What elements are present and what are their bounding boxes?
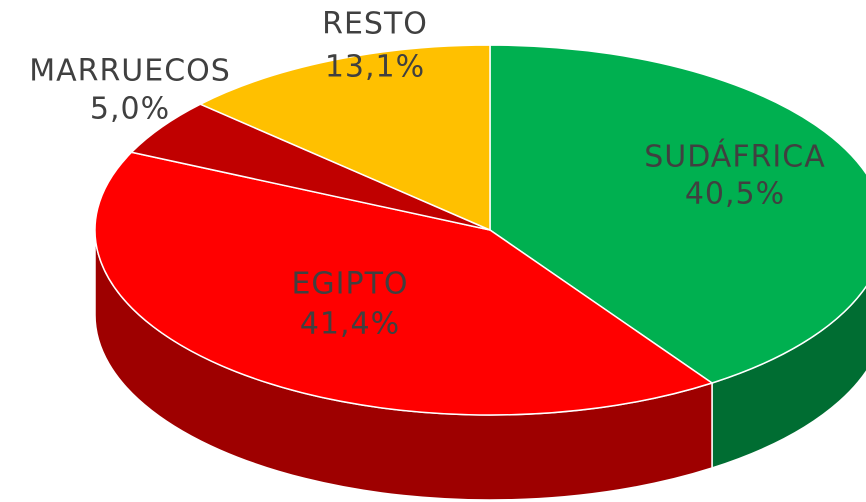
slice-label: MARRUECOS bbox=[29, 54, 231, 89]
slice-value-label: 40,5% bbox=[685, 177, 785, 212]
slice-label: RESTO bbox=[322, 7, 428, 42]
pie-slice bbox=[489, 44, 866, 384]
pie-slice bbox=[198, 44, 491, 232]
slice-value-label: 5,0% bbox=[90, 92, 170, 127]
slice-label: SUDÁFRICA bbox=[644, 139, 826, 175]
slice-value-label: 13,1% bbox=[325, 50, 425, 85]
pie-slice bbox=[94, 151, 714, 416]
slice-value-label: 41,4% bbox=[300, 307, 400, 342]
slice-label: EGIPTO bbox=[291, 267, 408, 302]
